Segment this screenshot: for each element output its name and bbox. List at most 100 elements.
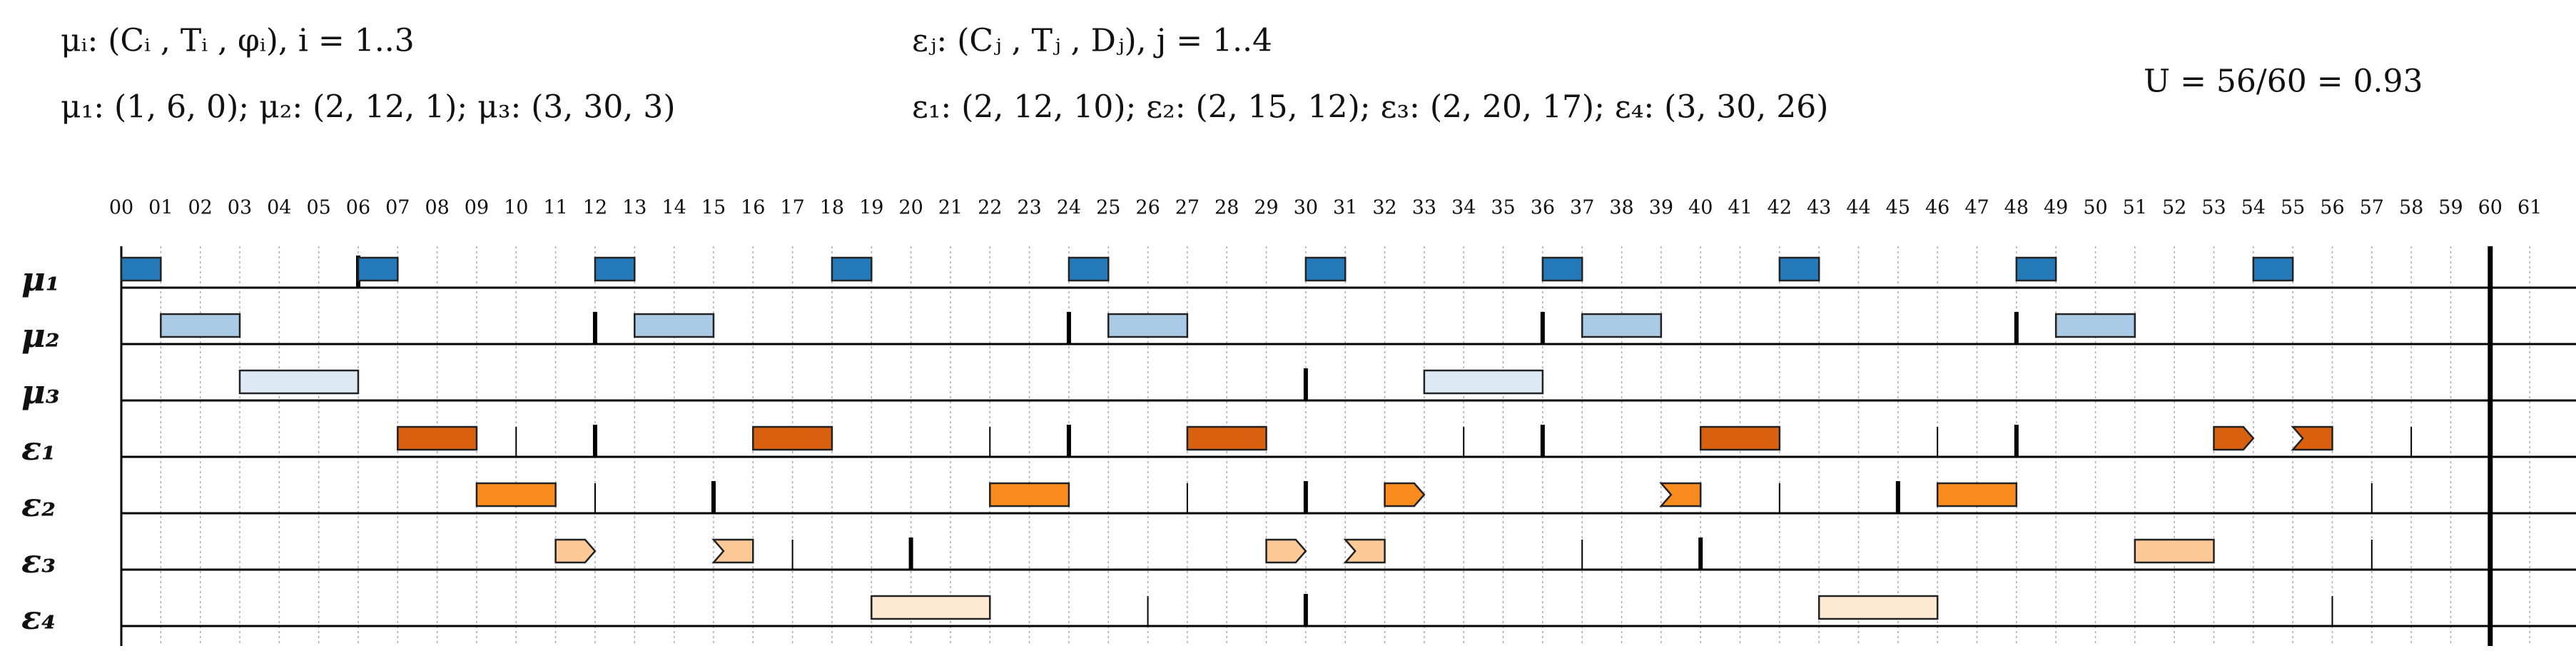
time-label: 56 xyxy=(2320,197,2344,219)
time-label: 54 xyxy=(2241,197,2266,219)
execution-block xyxy=(2015,256,2057,282)
execution-block xyxy=(1817,595,1939,620)
time-label: 29 xyxy=(1254,197,1278,219)
time-label: 25 xyxy=(1096,197,1120,219)
time-label: 05 xyxy=(306,197,330,219)
execution-block xyxy=(2252,256,2294,282)
row-label: ε₄ xyxy=(21,598,56,637)
execution-block xyxy=(1265,538,1307,564)
execution-block xyxy=(475,482,557,508)
utilization: U = 56/60 = 0.93 xyxy=(2144,64,2423,100)
row-label: ε₂ xyxy=(21,485,56,524)
execution-block xyxy=(1068,256,1110,282)
time-label: 45 xyxy=(1886,197,1910,219)
time-label: 09 xyxy=(465,197,489,219)
time-label: 52 xyxy=(2162,197,2186,219)
execution-block xyxy=(711,538,754,564)
time-label: 37 xyxy=(1570,197,1594,219)
time-label: 55 xyxy=(2281,197,2305,219)
execution-block xyxy=(238,369,360,395)
execution-block xyxy=(634,313,715,338)
eps-parameters: ε₁: (2, 12, 10); ε₂: (2, 15, 12); ε₃: (2… xyxy=(912,89,1828,126)
time-label: 32 xyxy=(1372,197,1396,219)
row-label: ε₁ xyxy=(21,429,56,468)
execution-block xyxy=(2291,425,2333,451)
execution-block xyxy=(594,256,636,282)
execution-block xyxy=(1581,313,1663,338)
time-label: 33 xyxy=(1412,197,1436,219)
execution-block xyxy=(1699,425,1781,451)
row-label: ε₃ xyxy=(21,542,56,580)
time-label: 02 xyxy=(188,197,212,219)
time-label: 35 xyxy=(1491,197,1515,219)
time-label: 16 xyxy=(741,197,765,219)
time-label: 04 xyxy=(267,197,291,219)
time-label: 59 xyxy=(2438,197,2463,219)
execution-block xyxy=(2134,538,2215,564)
time-label: 01 xyxy=(148,197,173,219)
time-label: 39 xyxy=(1649,197,1673,219)
time-label: 15 xyxy=(701,197,726,219)
execution-block xyxy=(1541,256,1583,282)
time-label: 42 xyxy=(1768,197,1792,219)
eps-definition: εⱼ: (Cⱼ , Tⱼ , Dⱼ), j = 1..4 xyxy=(912,23,1272,59)
execution-block xyxy=(1659,482,1702,508)
time-label: 28 xyxy=(1215,197,1239,219)
time-label: 00 xyxy=(109,197,133,219)
execution-block xyxy=(160,313,241,338)
time-label: 31 xyxy=(1333,197,1357,219)
time-label: 30 xyxy=(1294,197,1318,219)
execution-block xyxy=(1304,256,1347,282)
time-label: 12 xyxy=(583,197,607,219)
execution-block xyxy=(871,595,991,620)
time-label: 50 xyxy=(2083,197,2107,219)
execution-block xyxy=(1186,425,1267,451)
time-label: 10 xyxy=(504,197,528,219)
mu-parameters: μ₁: (1, 6, 0); μ₂: (2, 12, 1); μ₃: (3, 3… xyxy=(61,89,676,126)
time-label: 22 xyxy=(978,197,1002,219)
time-label: 08 xyxy=(425,197,449,219)
time-label: 49 xyxy=(2044,197,2068,219)
row-label: μ₂ xyxy=(21,316,60,355)
time-label: 07 xyxy=(385,197,410,219)
time-label: 43 xyxy=(1807,197,1831,219)
time-label: 47 xyxy=(1964,197,1989,219)
time-label: 48 xyxy=(2004,197,2029,219)
execution-block xyxy=(1107,313,1189,338)
time-label: 23 xyxy=(1017,197,1041,219)
execution-block xyxy=(554,538,597,564)
time-label: 27 xyxy=(1175,197,1200,219)
time-label: 58 xyxy=(2399,197,2423,219)
row-label: μ₃ xyxy=(21,373,60,411)
execution-block xyxy=(1778,256,1820,282)
time-label: 17 xyxy=(780,197,804,219)
execution-block xyxy=(357,256,399,282)
time-label: 19 xyxy=(859,197,883,219)
time-label: 03 xyxy=(228,197,252,219)
time-label: 13 xyxy=(622,197,646,219)
time-label: 26 xyxy=(1135,197,1160,219)
time-label: 57 xyxy=(2360,197,2384,219)
time-label: 44 xyxy=(1846,197,1870,219)
time-label: 51 xyxy=(2123,197,2147,219)
execution-block xyxy=(120,256,162,282)
mu-definition: μᵢ: (Cᵢ , Tᵢ , φᵢ), i = 1..3 xyxy=(61,23,415,59)
time-label: 11 xyxy=(543,197,567,219)
row-label: μ₁ xyxy=(21,260,60,298)
time-label: 21 xyxy=(938,197,963,219)
execution-block xyxy=(1936,482,2018,508)
time-label: 20 xyxy=(898,197,923,219)
time-label: 53 xyxy=(2201,197,2226,219)
time-label: 60 xyxy=(2478,197,2503,219)
time-label: 06 xyxy=(346,197,370,219)
execution-block xyxy=(397,425,478,451)
execution-block xyxy=(752,425,833,451)
execution-block xyxy=(1343,538,1386,564)
time-label: 40 xyxy=(1688,197,1713,219)
time-label: 61 xyxy=(2517,197,2542,219)
execution-block xyxy=(2054,313,2136,338)
time-label: 18 xyxy=(820,197,844,219)
execution-block xyxy=(989,482,1070,508)
